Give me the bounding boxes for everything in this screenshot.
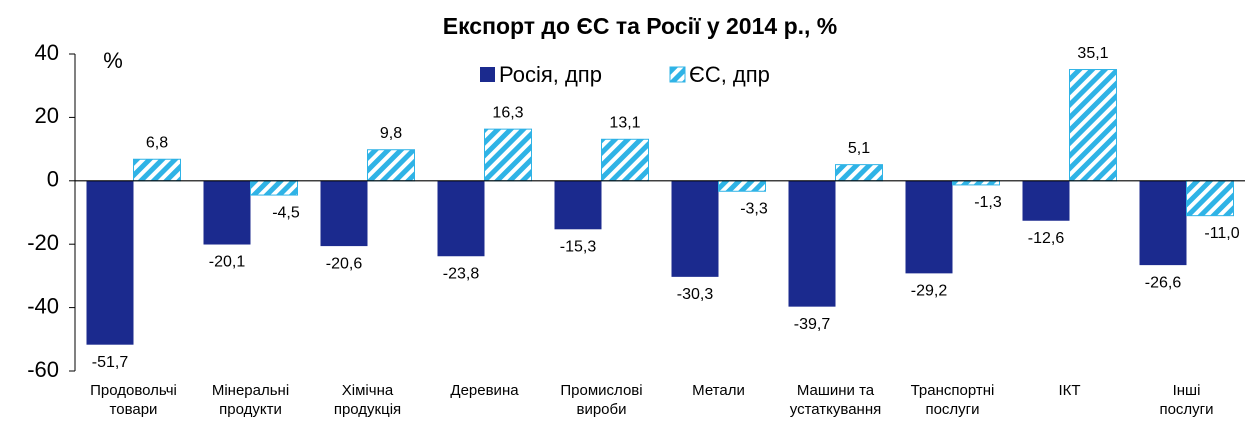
- data-label: -23,8: [443, 265, 480, 282]
- x-tick-label: Транспортні послуги: [910, 382, 995, 418]
- x-tick-label: ІКТ: [1058, 382, 1081, 399]
- bar: [718, 180, 766, 192]
- legend-swatch: [669, 66, 686, 83]
- y-tick-label: -60: [27, 357, 59, 382]
- data-label: -1,3: [974, 194, 1002, 211]
- y-tick-label: 40: [35, 40, 59, 65]
- bar: [1139, 180, 1187, 266]
- legend-label: Росія, дпр: [499, 62, 602, 87]
- data-label: -30,3: [677, 286, 714, 303]
- data-label: -11,0: [1204, 225, 1239, 242]
- y-tick-label: -40: [27, 293, 59, 318]
- bar: [1022, 180, 1070, 221]
- y-axis-label: %: [103, 48, 123, 73]
- bar: [554, 180, 602, 230]
- y-tick-label: -20: [27, 230, 59, 255]
- data-label: 5,1: [848, 140, 870, 157]
- legend-label: ЄС, дпр: [689, 62, 770, 87]
- data-label: 13,1: [609, 114, 640, 131]
- data-label: -4,5: [272, 204, 300, 221]
- data-label: -15,3: [560, 239, 597, 256]
- data-label: -3,3: [740, 200, 768, 217]
- bar: [1186, 180, 1234, 217]
- x-tick-label: Промислові вироби: [560, 382, 643, 418]
- data-label: -29,2: [911, 283, 948, 300]
- bar: [250, 180, 298, 196]
- bar: [788, 180, 836, 307]
- bar: [905, 180, 953, 274]
- y-tick-label: 0: [47, 167, 59, 192]
- bar: [671, 180, 719, 277]
- data-label: 16,3: [492, 104, 523, 121]
- bar: [437, 180, 485, 257]
- bar: [601, 138, 649, 182]
- data-label: -51,7: [92, 354, 129, 371]
- bar: [835, 164, 883, 182]
- x-tick-label: Інші послуги: [1159, 382, 1214, 418]
- data-label: -20,6: [326, 255, 363, 272]
- bar: [952, 180, 1000, 186]
- x-tick-label: Деревина: [450, 382, 519, 399]
- x-tick-label: Мінеральні продукти: [211, 382, 290, 418]
- data-label: -26,6: [1145, 274, 1182, 291]
- x-tick-label: Метали: [692, 382, 745, 399]
- bar: [484, 128, 532, 182]
- bar: [1069, 69, 1117, 182]
- bar: [320, 180, 368, 247]
- data-label: -39,7: [794, 316, 831, 333]
- data-label: 35,1: [1077, 45, 1108, 62]
- bar: [86, 180, 134, 345]
- x-tick-label: Хімічна продукція: [333, 382, 402, 418]
- data-label: -20,1: [209, 254, 246, 271]
- legend-swatch: [480, 67, 495, 82]
- bar: [203, 180, 251, 245]
- data-label: 6,8: [146, 134, 168, 151]
- x-tick-label: Продовольчі товари: [90, 382, 177, 418]
- data-label: -12,6: [1028, 230, 1065, 247]
- bar: [133, 158, 181, 182]
- x-tick-label: Машини та устаткування: [789, 382, 882, 418]
- data-label: 9,8: [380, 125, 402, 142]
- bar: [367, 149, 415, 182]
- y-tick-label: 20: [35, 103, 59, 128]
- chart-title: Експорт до ЄС та Росії у 2014 р., %: [443, 13, 838, 39]
